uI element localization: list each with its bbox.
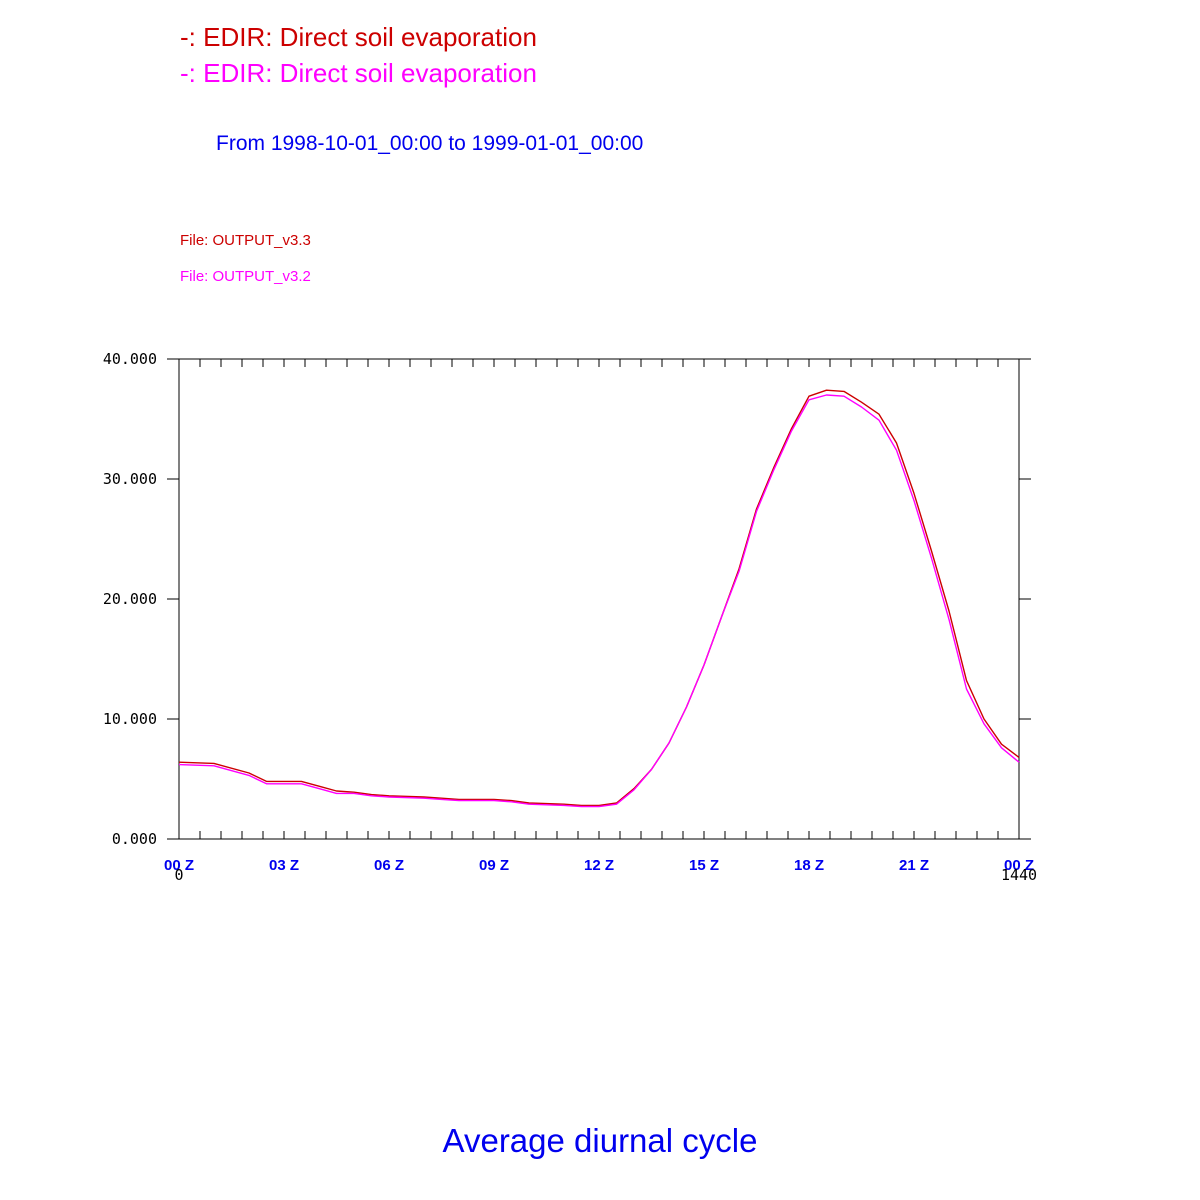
legend-entry-2-text: -: EDIR: Direct soil evaporation bbox=[180, 58, 537, 88]
legend-entry-2: -: EDIR: Direct soil evaporation bbox=[180, 58, 537, 89]
y-tick-label: 10.000 bbox=[103, 710, 157, 728]
y-tick-label: 30.000 bbox=[103, 470, 157, 488]
x-end-label-start: 0 bbox=[174, 866, 183, 884]
x-tick-label: 00 Z bbox=[1004, 857, 1034, 874]
axis-labels: 0.000 10.000 20.000 30.000 40.000 00 Z 03 Z 06 … bbox=[103, 350, 1037, 884]
axis-ticks bbox=[167, 358, 1031, 840]
x-tick-label: 06 Z bbox=[374, 857, 404, 874]
footer-title: Average diurnal cycle bbox=[442, 1122, 758, 1159]
x-tick-label: 09 Z bbox=[479, 857, 509, 874]
x-tick-label: 18 Z bbox=[794, 857, 824, 874]
legend-entry-1-text: -: EDIR: Direct soil evaporation bbox=[180, 22, 537, 52]
x-tick-label: 03 Z bbox=[269, 857, 299, 874]
y-tick-label: 20.000 bbox=[103, 590, 157, 608]
series-line-1 bbox=[178, 389, 1020, 807]
legend-entry-1: -: EDIR: Direct soil evaporation bbox=[180, 22, 537, 53]
series-line-2 bbox=[178, 394, 1020, 808]
y-tick-label: 40.000 bbox=[103, 350, 157, 368]
file-label-2: File: OUTPUT_v3.2 bbox=[180, 268, 311, 285]
x-tick-label: 00 Z bbox=[164, 857, 194, 874]
x-tick-label: 12 Z bbox=[584, 857, 614, 874]
period-label: From 1998-10-01_00:00 to 1999-01-01_00:0… bbox=[216, 132, 644, 155]
x-end-label-end: 1440 bbox=[1001, 866, 1037, 884]
x-tick-label: 15 Z bbox=[689, 857, 719, 874]
y-tick-label: 0.000 bbox=[112, 830, 157, 848]
file-label-1: File: OUTPUT_v3.3 bbox=[180, 232, 311, 249]
x-tick-label: 21 Z bbox=[899, 857, 929, 874]
series-group bbox=[178, 389, 1020, 808]
plot-frame bbox=[178, 358, 1020, 840]
